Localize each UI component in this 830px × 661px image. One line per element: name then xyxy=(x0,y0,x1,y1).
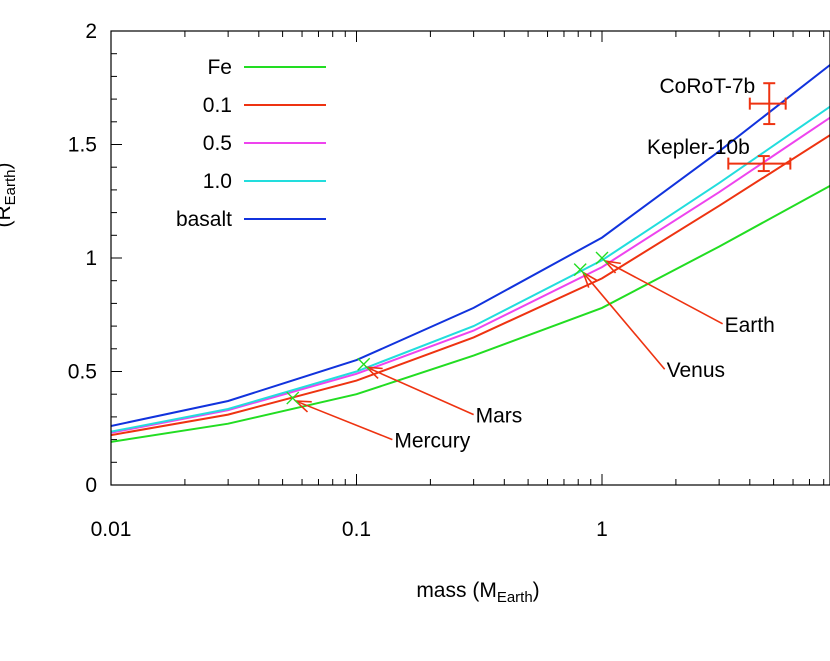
axis-ticks xyxy=(110,30,825,486)
x-axis-title: mass (MEarth) xyxy=(416,579,539,606)
model-curves xyxy=(111,63,830,443)
x-tick-label: 0.1 xyxy=(342,518,371,541)
y-tick-label: 1.5 xyxy=(68,134,97,157)
y-tick-label: 1 xyxy=(85,247,97,270)
planet-arrow xyxy=(295,400,393,441)
series-line-basalt xyxy=(111,63,830,427)
planet-label: Mercury xyxy=(394,430,470,453)
y-tick-label: 0 xyxy=(85,474,97,497)
planet-label: Venus xyxy=(667,359,725,382)
planet-arrow xyxy=(604,260,724,325)
legend-label: 0.1 xyxy=(203,94,232,117)
axis-titles: mass (MEarth) (REarth) xyxy=(0,162,540,606)
legend-label: 0.5 xyxy=(203,132,232,155)
legend-label: 1.0 xyxy=(203,170,232,193)
planet-marker xyxy=(573,263,587,277)
legend-label: basalt xyxy=(176,208,232,231)
plot-frame xyxy=(110,30,830,486)
planet-marker xyxy=(357,357,371,371)
tick-labels: 0.01 0.1 1 0 0.5 1 1.5 2 xyxy=(68,20,608,541)
legend-label: Fe xyxy=(207,56,232,79)
x-tick-label: 0.01 xyxy=(91,518,132,541)
planet-marker xyxy=(595,251,609,265)
planet-marker xyxy=(286,391,300,405)
y-axis-title: (REarth) xyxy=(0,162,19,227)
planet-label: Earth xyxy=(725,314,775,337)
legend: Fe 0.1 0.5 1.0 basalt xyxy=(176,56,326,231)
exoplanet-label: CoRoT-7b xyxy=(660,75,756,98)
exoplanet-label: Kepler-10b xyxy=(647,136,750,159)
planet-label: Mars xyxy=(476,405,523,428)
y-tick-label: 0.5 xyxy=(68,361,97,384)
series-line-Fe xyxy=(111,184,830,443)
x-tick-label: 1 xyxy=(596,518,608,541)
y-tick-label: 2 xyxy=(85,20,97,43)
planet-arrow xyxy=(366,366,474,416)
series-line-0.1 xyxy=(111,134,830,437)
exoplanets: CoRoT-7b Kepler-10b xyxy=(647,75,792,173)
series-line-1.0 xyxy=(111,105,830,433)
planet-arrow xyxy=(582,272,666,370)
series-line-0.5 xyxy=(111,116,830,434)
